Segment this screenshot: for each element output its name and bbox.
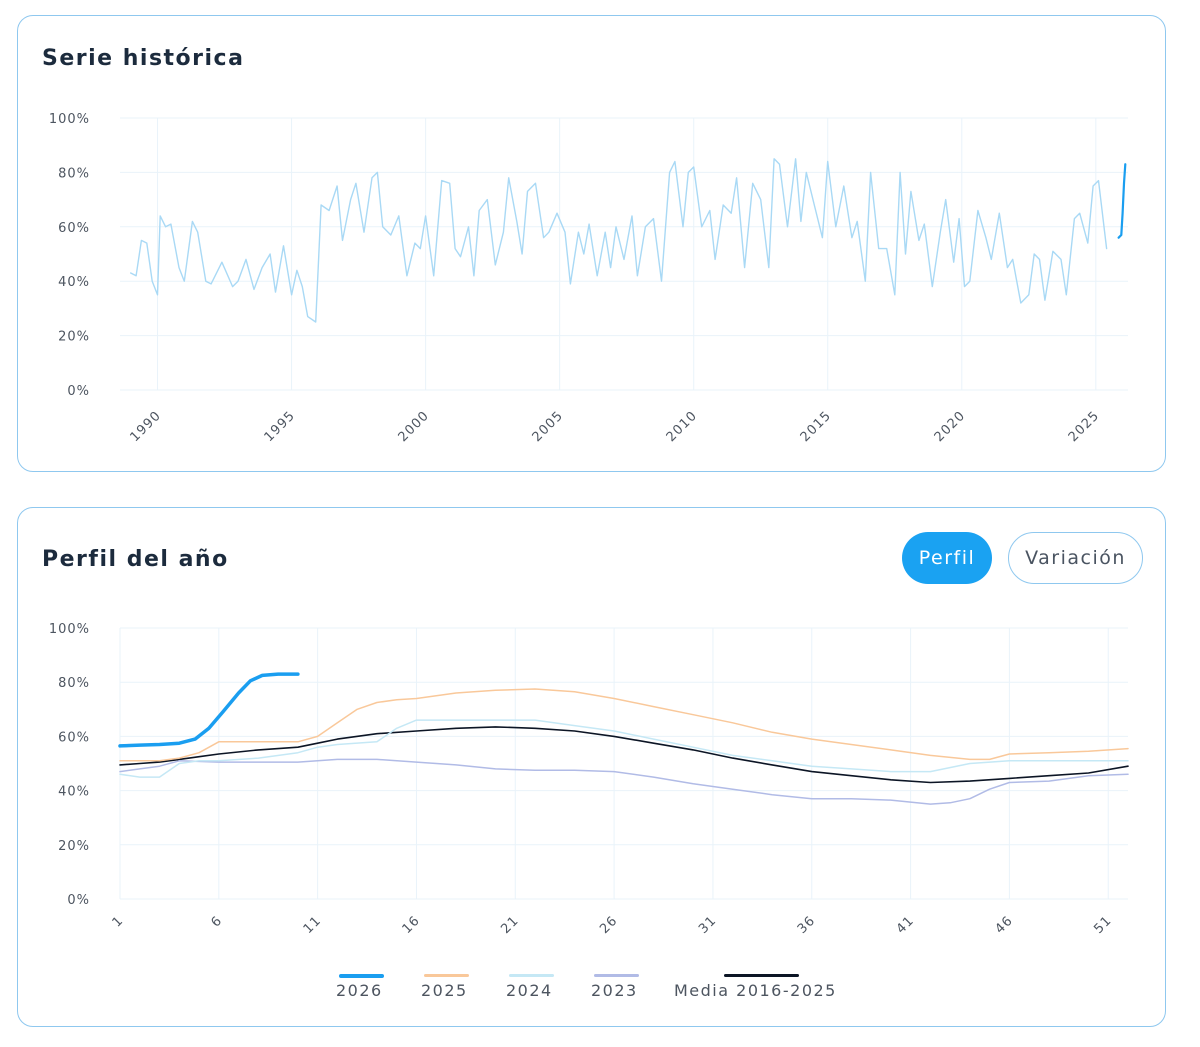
variation-toggle-button[interactable]: Variación: [1008, 532, 1143, 584]
y-tick-label: 40%: [58, 275, 90, 290]
series-line-2025: [119, 688, 1129, 762]
x-tick-label: 21: [498, 913, 522, 937]
y-tick-label: 20%: [58, 839, 90, 854]
historical-series-title: Serie histórica: [42, 46, 245, 71]
x-tick-label: 51: [1091, 913, 1115, 937]
x-tick-label: 46: [993, 913, 1017, 937]
year-profile-card: Perfil del año Perfil Variación 0% 20% 40%…: [17, 507, 1166, 1027]
y-tick-label: 100%: [49, 622, 90, 637]
y-tick-label: 60%: [58, 730, 90, 745]
x-tick-label: 1990: [128, 408, 165, 445]
legend-swatch: [509, 974, 554, 977]
historical-series-chart: 0% 20% 40% 60% 80% 100% 1990 1995 2000 2005 2010 20…: [49, 15, 1128, 445]
x-tick-label: 2015: [798, 408, 835, 445]
y-tick-label: 40%: [58, 785, 90, 800]
legend-label: 2025: [421, 981, 468, 1000]
year-profile-title: Perfil del año: [42, 547, 229, 572]
grid-lines: [120, 117, 1128, 391]
x-tick-label: 36: [795, 913, 819, 937]
x-tick-label: 1: [110, 913, 127, 930]
x-tick-label: 11: [301, 913, 325, 937]
x-tick-label: 26: [597, 913, 621, 937]
legend-label: 2026: [336, 981, 383, 1000]
x-tick-label: 16: [400, 913, 424, 937]
x-tick-label: 2005: [530, 408, 567, 445]
y-tick-label: 80%: [58, 676, 90, 691]
legend-swatch: [594, 974, 639, 977]
y-tick-label: 0%: [67, 893, 90, 908]
legend-swatch: [339, 974, 384, 978]
legend-swatch: [424, 974, 469, 977]
x-tick-label: 2010: [664, 408, 701, 445]
legend-label: 2023: [591, 981, 638, 1000]
series-line-media-2016-2025: [119, 726, 1129, 784]
history-line: [129, 158, 1108, 323]
legend-swatch: [724, 974, 799, 977]
x-tick-label: 41: [894, 913, 918, 937]
series-line-2026: [118, 672, 300, 748]
year-profile-chart: 0%20%40%60%80%100%1 6 11 16 21 26 31 36 41 46 51: [49, 622, 1129, 937]
grid-lines: [119, 627, 1128, 900]
profile-toggle-button[interactable]: Perfil: [902, 532, 992, 584]
x-tick-label: 6: [208, 913, 225, 930]
x-tick-label: 31: [696, 913, 720, 937]
y-tick-label: 100%: [49, 112, 90, 127]
y-tick-label: 60%: [58, 221, 90, 236]
x-tick-label: 1995: [262, 408, 299, 445]
x-tick-label: 2020: [932, 408, 969, 445]
y-tick-label: 80%: [58, 166, 90, 181]
series-line-2023: [119, 758, 1129, 805]
x-tick-label: 2000: [396, 408, 433, 445]
y-tick-label: 20%: [58, 330, 90, 345]
historical-series-card: Serie histórica 0% 20% 40% 60% 80% 100% 1990 19…: [17, 15, 1166, 472]
y-tick-label: 0%: [67, 384, 90, 399]
legend-label: 2024: [506, 981, 553, 1000]
x-tick-label: 2025: [1066, 408, 1103, 445]
legend-label: Media 2016-2025: [674, 981, 837, 1000]
